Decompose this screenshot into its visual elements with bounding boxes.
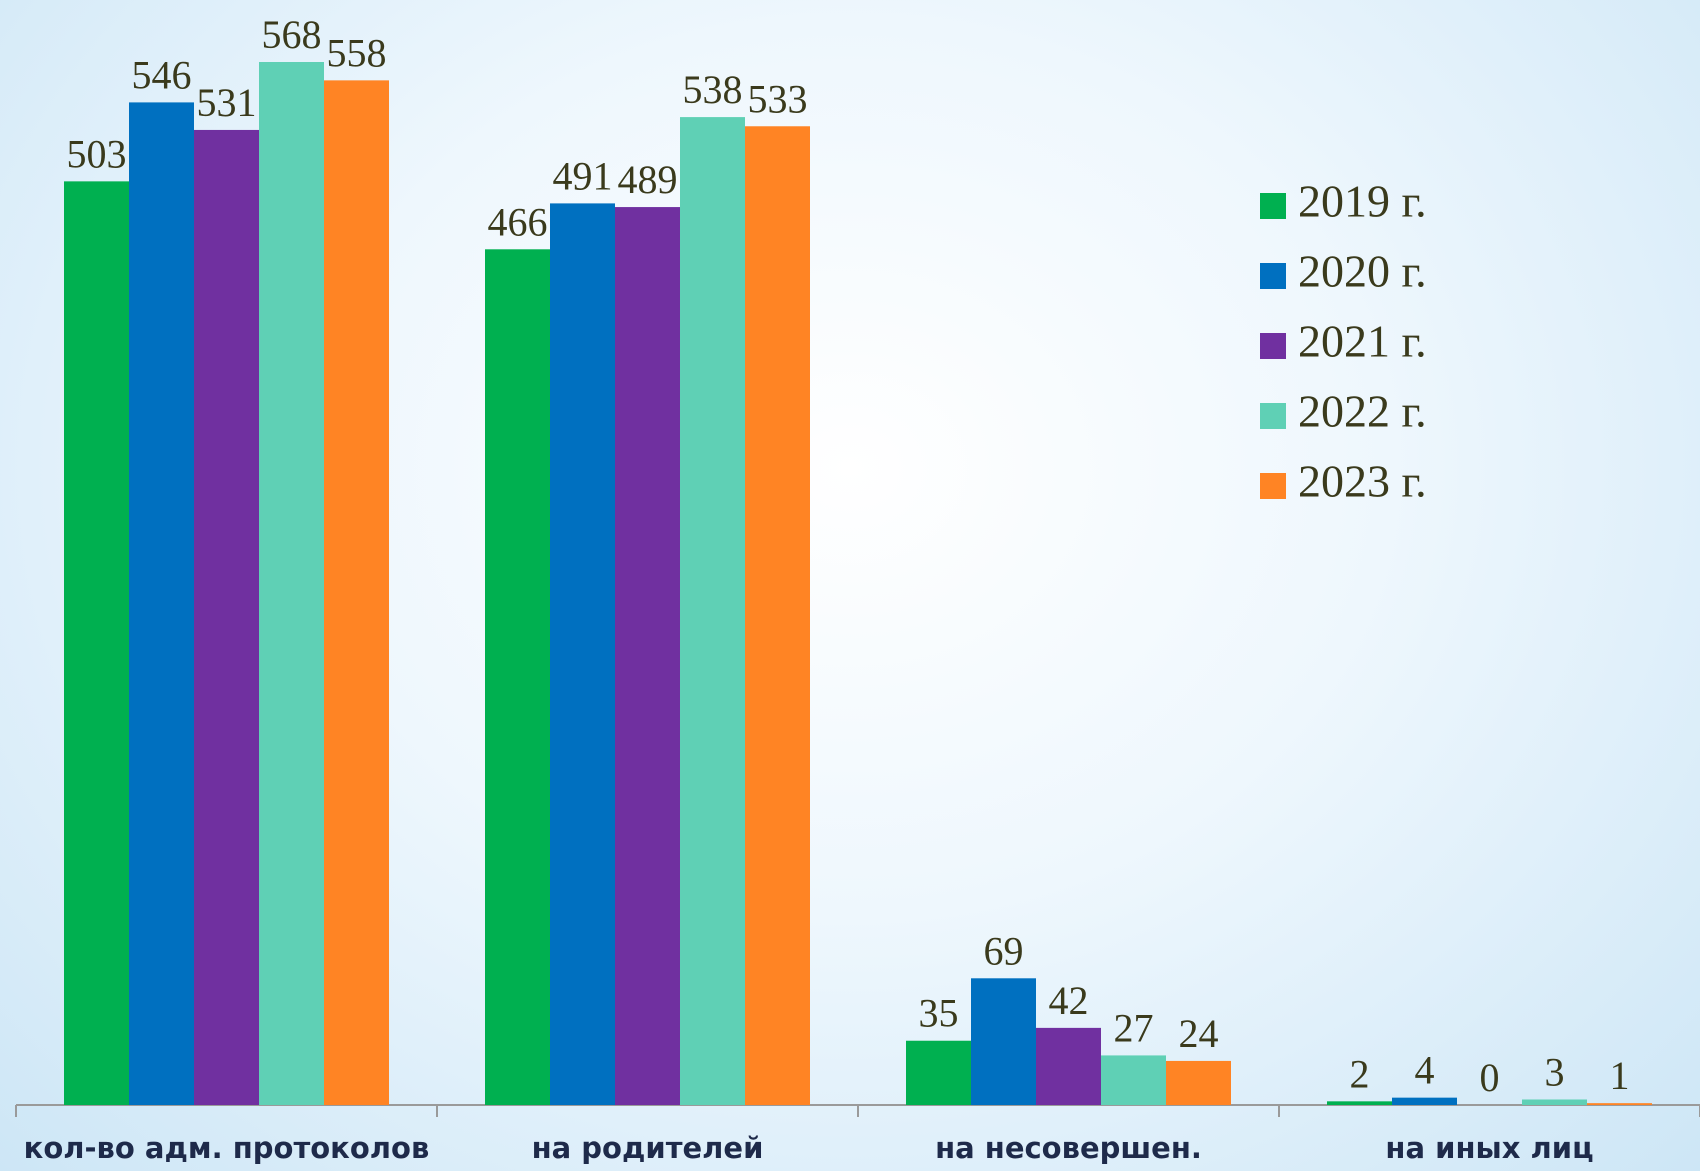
legend-swatch bbox=[1260, 473, 1286, 499]
bar bbox=[259, 62, 324, 1105]
x-tick-label: на несовершен. bbox=[935, 1131, 1202, 1165]
data-label: 491 bbox=[553, 153, 613, 198]
data-label: 2 bbox=[1350, 1051, 1370, 1096]
legend-swatch bbox=[1260, 333, 1286, 359]
data-label: 35 bbox=[919, 991, 959, 1036]
data-label: 568 bbox=[262, 12, 322, 57]
data-label: 466 bbox=[488, 199, 548, 244]
data-label: 533 bbox=[748, 76, 808, 121]
bar bbox=[1392, 1097, 1457, 1105]
legend-label: 2020 г. bbox=[1298, 246, 1427, 297]
bar bbox=[1101, 1055, 1166, 1105]
data-label: 24 bbox=[1179, 1011, 1219, 1056]
bar bbox=[1036, 1027, 1101, 1105]
bar bbox=[194, 129, 259, 1105]
bar bbox=[615, 207, 680, 1106]
data-label: 1 bbox=[1610, 1053, 1630, 1098]
bar bbox=[129, 102, 194, 1105]
legend-swatch bbox=[1260, 193, 1286, 219]
data-label: 3 bbox=[1545, 1049, 1565, 1094]
bar bbox=[550, 203, 615, 1106]
data-label: 489 bbox=[618, 157, 678, 202]
data-label: 546 bbox=[132, 52, 192, 97]
bar bbox=[485, 249, 550, 1105]
data-label: 538 bbox=[683, 67, 743, 112]
bar bbox=[906, 1040, 971, 1105]
bar bbox=[1166, 1060, 1231, 1105]
data-label: 4 bbox=[1415, 1048, 1435, 1093]
data-label: 531 bbox=[197, 80, 257, 125]
data-label: 27 bbox=[1114, 1005, 1154, 1050]
bar bbox=[1522, 1099, 1587, 1105]
legend-label: 2023 г. bbox=[1298, 456, 1427, 507]
data-label: 42 bbox=[1049, 978, 1089, 1023]
bar bbox=[324, 80, 389, 1106]
bar bbox=[745, 126, 810, 1106]
bar bbox=[64, 181, 129, 1105]
legend-swatch bbox=[1260, 263, 1286, 289]
legend-label: 2021 г. bbox=[1298, 316, 1427, 367]
data-label: 503 bbox=[67, 131, 127, 176]
legend-swatch bbox=[1260, 403, 1286, 429]
bar bbox=[1587, 1103, 1652, 1105]
data-label: 558 bbox=[327, 30, 387, 75]
bar bbox=[1327, 1101, 1392, 1105]
data-label: 69 bbox=[984, 928, 1024, 973]
bar bbox=[680, 117, 745, 1106]
x-tick-label: кол-во адм. протоколов bbox=[24, 1131, 430, 1165]
data-label: 0 bbox=[1480, 1055, 1500, 1100]
bar bbox=[971, 978, 1036, 1105]
legend-label: 2019 г. bbox=[1298, 176, 1427, 227]
x-tick-label: на родителей bbox=[532, 1131, 764, 1165]
x-tick-label: на иных лиц bbox=[1385, 1131, 1593, 1165]
legend-label: 2022 г. bbox=[1298, 386, 1427, 437]
